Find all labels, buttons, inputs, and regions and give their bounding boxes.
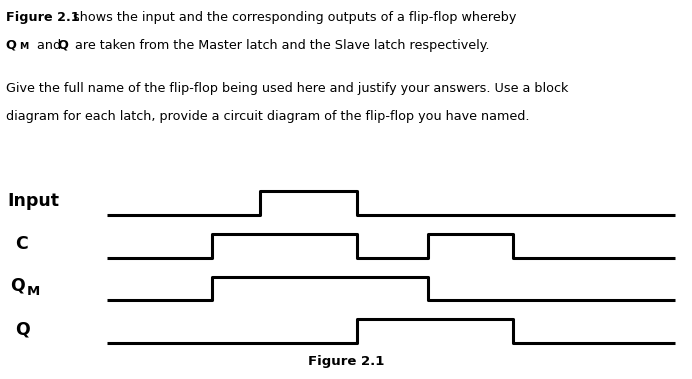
Text: Input: Input	[7, 193, 59, 210]
Text: diagram for each latch, provide a circuit diagram of the flip-flop you have name: diagram for each latch, provide a circui…	[6, 110, 529, 122]
Text: and: and	[33, 39, 65, 52]
Text: Q: Q	[15, 320, 30, 338]
Text: are taken from the Master latch and the Slave latch respectively.: are taken from the Master latch and the …	[71, 39, 489, 52]
Text: M: M	[26, 285, 39, 298]
Text: Q: Q	[57, 39, 69, 52]
Text: C: C	[15, 235, 28, 253]
Text: Figure 2.1: Figure 2.1	[308, 355, 384, 368]
Text: M: M	[19, 42, 28, 51]
Text: Q: Q	[6, 39, 17, 52]
Text: Give the full name of the flip-flop being used here and justify your answers. Us: Give the full name of the flip-flop bein…	[6, 82, 568, 95]
Text: shows the input and the corresponding outputs of a flip-flop whereby: shows the input and the corresponding ou…	[69, 11, 516, 24]
Text: Figure 2.1: Figure 2.1	[6, 11, 79, 24]
Text: Q: Q	[10, 277, 25, 294]
